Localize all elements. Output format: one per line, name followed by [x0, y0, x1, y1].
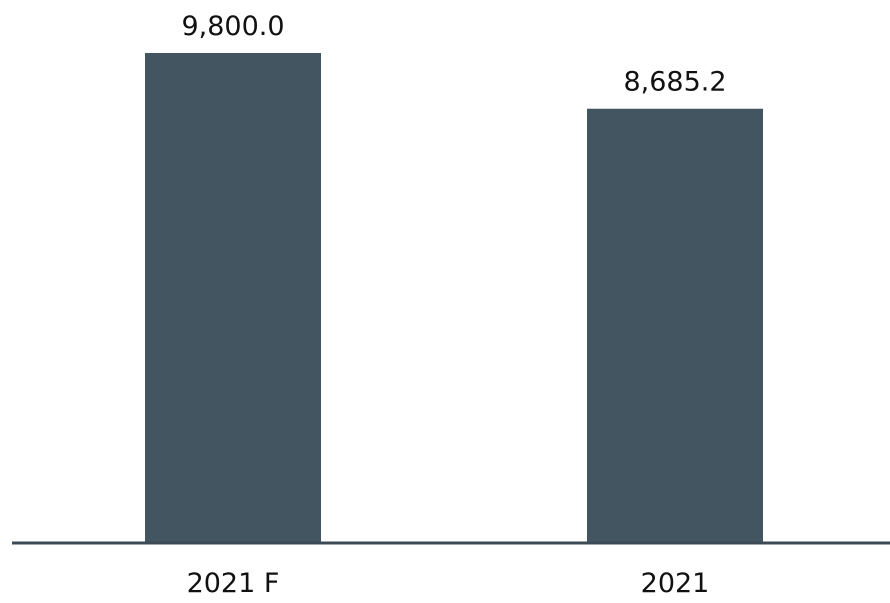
bars-group — [145, 53, 763, 544]
data-labels-group: 9,800.0 8,685.2 — [181, 11, 726, 98]
data-label-1: 8,685.2 — [623, 67, 726, 98]
bar-1 — [587, 108, 763, 544]
category-label-0: 2021 F — [187, 568, 280, 599]
data-label-0: 9,800.0 — [181, 11, 284, 42]
category-labels-group: 2021 F 2021 — [187, 568, 710, 599]
category-label-1: 2021 — [641, 568, 710, 599]
bar-0 — [145, 53, 321, 543]
